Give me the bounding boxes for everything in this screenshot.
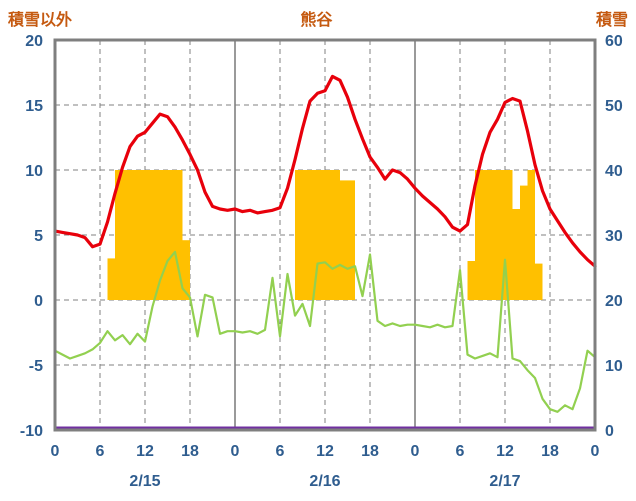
sunshine-bar [347,180,355,300]
left-tick-label: -10 [20,423,43,440]
sunshine-bar [310,170,318,300]
left-tick-label: 20 [25,33,43,50]
sunshine-bar [340,180,348,300]
sunshine-bar [167,170,175,300]
x-tick-label: 0 [51,443,60,460]
left-tick-label: 0 [34,293,43,310]
sunshine-bar [520,185,528,300]
sunshine-bar [332,170,340,300]
x-tick-label: 0 [591,443,600,460]
chart-title: 熊谷 [300,12,333,29]
right-tick-label: 40 [605,163,623,180]
x-tick-label: 12 [496,443,514,460]
green-line-line [53,250,597,413]
x-tick-label: 0 [411,443,420,460]
right-tick-label: 60 [605,33,623,50]
x-tick-label: 12 [316,443,334,460]
sunshine-bar [145,170,153,300]
x-tick-label: 6 [456,443,465,460]
sunshine-bar [130,170,138,300]
sunshine-bar [295,170,303,300]
temperature-line [53,74,597,268]
sunshine-bar [527,170,535,300]
left-tick-label: -5 [29,358,43,375]
sunshine-bar [497,170,505,300]
right-tick-label: 50 [605,98,623,115]
sunshine-bar [512,209,520,300]
x-tick-label: 12 [136,443,154,460]
sunshine-bar [107,258,115,300]
sunshine-bar [482,170,490,300]
sunshine-bar [302,170,310,300]
sunshine-bar [475,170,483,300]
sunshine-bar [152,170,160,300]
sunshine-bar [535,263,543,300]
x-tick-label: 6 [96,443,105,460]
sunshine-bar [505,170,513,300]
left-tick-label: 5 [34,228,43,245]
date-label: 2/17 [489,473,520,490]
sunshine-bar [137,170,145,300]
sunshine-bar [467,261,475,300]
x-tick-label: 6 [276,443,285,460]
sunshine-bar [115,170,123,300]
sunshine-bar [175,170,183,300]
x-tick-label: 18 [541,443,559,460]
right-tick-label: 0 [605,423,614,440]
date-label: 2/16 [309,473,340,490]
x-tick-label: 18 [181,443,199,460]
left-tick-label: 10 [25,163,43,180]
sunshine-bar [325,170,333,300]
left-tick-label: 15 [25,98,43,115]
right-tick-label: 20 [605,293,623,310]
sunshine-bar [122,170,130,300]
plot-border [53,38,597,432]
x-tick-label: 18 [361,443,379,460]
sunshine-bar [160,170,168,300]
right-tick-label: 10 [605,358,623,375]
x-tick-label: 0 [231,443,240,460]
date-label: 2/15 [129,473,160,490]
left-axis-title: 積雪以外 [8,12,73,29]
right-tick-label: 30 [605,228,623,245]
right-axis-title: 積雪 [595,12,628,29]
sunshine-bar [490,170,498,300]
sunshine-bar [317,170,325,300]
sunshine-bar [182,240,190,300]
